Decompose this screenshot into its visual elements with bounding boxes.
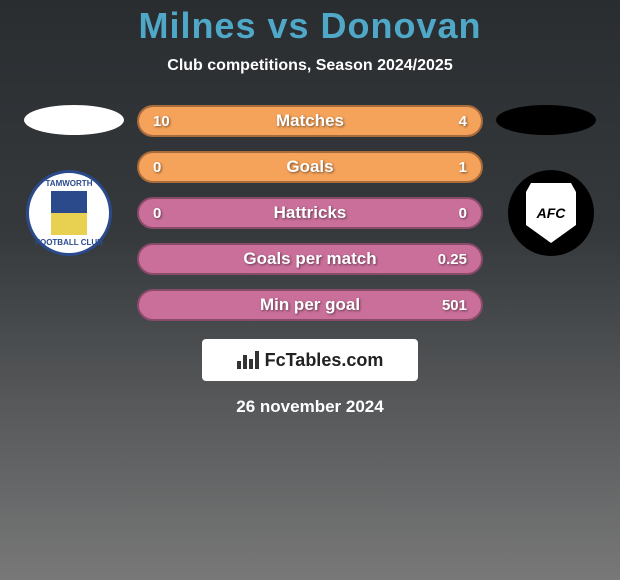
page-title: Milnes vs Donovan: [138, 5, 481, 47]
stat-value-right: 0.25: [438, 251, 467, 268]
left-club-logo: TAMWORTH FOOTBALL CLUB: [26, 170, 112, 256]
stat-label: Hattricks: [274, 203, 347, 223]
stat-row: 0 Goals 1: [137, 151, 483, 183]
shield-icon: [51, 191, 87, 235]
date-text: 26 november 2024: [236, 397, 383, 417]
brand-text: FcTables.com: [265, 350, 384, 371]
stat-value-right: 4: [459, 113, 467, 130]
infographic-container: Milnes vs Donovan Club competitions, Sea…: [0, 0, 620, 580]
stats-column: 10Matches40Goals10Hattricks0Goals per ma…: [137, 105, 483, 321]
left-logo-top-text: TAMWORTH: [29, 179, 109, 188]
stat-label: Goals: [286, 157, 333, 177]
stat-row: 10 Matches 4: [137, 105, 483, 137]
stat-row: Min per goal 501: [137, 289, 483, 321]
left-logo-bottom-text: FOOTBALL CLUB: [29, 238, 109, 247]
bar-chart-icon: [237, 351, 259, 369]
main-row: TAMWORTH FOOTBALL CLUB 10Matches40Goals1…: [0, 105, 620, 321]
stat-value-left: 0: [153, 205, 161, 222]
stat-value-right: 501: [442, 297, 467, 314]
stat-row: Goals per match 0.25: [137, 243, 483, 275]
right-logo-text: AFC: [537, 205, 566, 221]
stat-label: Goals per match: [243, 249, 376, 269]
stat-row: 0 Hattricks 0: [137, 197, 483, 229]
right-club-logo: AFC: [508, 170, 594, 256]
left-ellipse-icon: [24, 105, 124, 135]
right-ellipse-icon: [496, 105, 596, 135]
stat-fill-left: [139, 107, 382, 135]
stat-label: Matches: [276, 111, 344, 131]
page-subtitle: Club competitions, Season 2024/2025: [167, 57, 452, 75]
shield-icon: AFC: [526, 183, 576, 243]
stat-value-left: 10: [153, 113, 170, 130]
stat-value-left: 0: [153, 159, 161, 176]
stat-label: Min per goal: [260, 295, 360, 315]
right-team-column: AFC: [501, 105, 601, 256]
left-team-column: TAMWORTH FOOTBALL CLUB: [19, 105, 119, 256]
stat-value-right: 0: [459, 205, 467, 222]
brand-badge: FcTables.com: [202, 339, 418, 381]
stat-value-right: 1: [459, 159, 467, 176]
